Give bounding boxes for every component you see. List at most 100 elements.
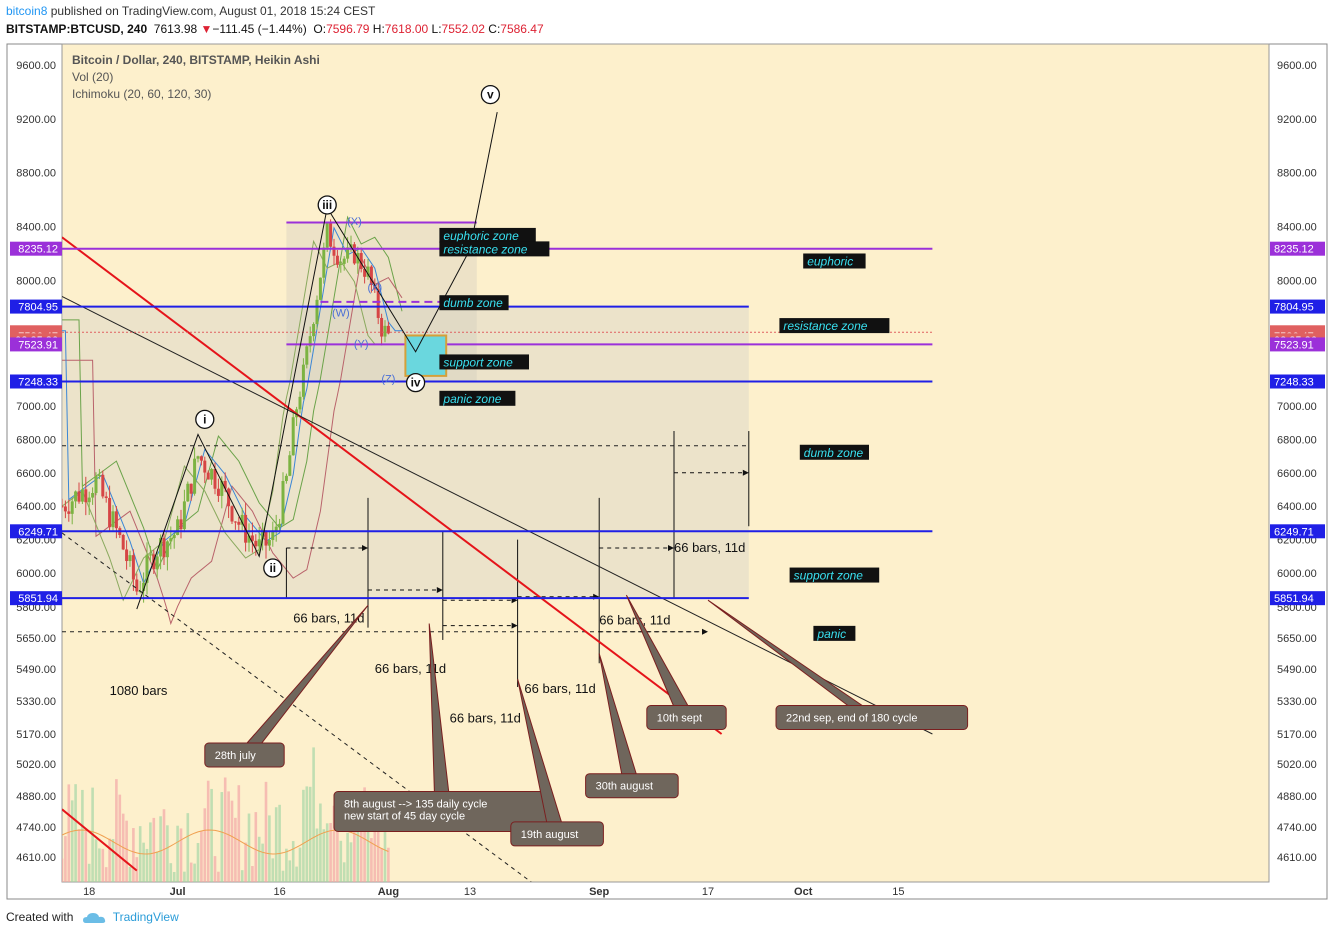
- volume-bar: [210, 788, 213, 882]
- cycle-annotation: 66 bars, 11d: [599, 613, 670, 628]
- zone-label-right: panic: [816, 627, 846, 641]
- volume-bar: [186, 813, 190, 882]
- y-tick-label-left: 8400.00: [16, 222, 56, 234]
- callout-text: 28th july: [215, 750, 256, 762]
- callout-text: 30th august: [596, 781, 654, 793]
- zone-label-left: euphoric zone: [443, 229, 519, 243]
- candle-body: [148, 554, 152, 556]
- volume-bar: [264, 781, 268, 882]
- volume-bar: [387, 847, 390, 882]
- volume-bar: [319, 803, 322, 882]
- y-tick-label-right: 8800.00: [1277, 168, 1317, 180]
- volume-bar: [108, 838, 111, 882]
- callout-text: 10th sept: [657, 713, 702, 725]
- candle-body: [230, 506, 234, 522]
- candle-body: [278, 523, 282, 527]
- symbol-label[interactable]: BITSTAMP:BTCUSD, 240: [6, 22, 148, 36]
- candle-body: [271, 532, 275, 541]
- y-tick-label-left: 8000.00: [16, 275, 56, 287]
- candle-body: [247, 535, 251, 543]
- candle-body: [125, 549, 129, 562]
- cycle-annotation: 1080 bars: [110, 683, 168, 698]
- tradingview-link[interactable]: TradingView: [112, 910, 179, 924]
- ohlc-bar: BITSTAMP:BTCUSD, 240 7613.98 ▼−111.45 (−…: [6, 22, 544, 36]
- ichimoku-span-a: [62, 215, 403, 572]
- ichimoku-span-b: [62, 255, 403, 626]
- candle-body: [369, 266, 373, 285]
- y-tick-label-right: 8400.00: [1277, 222, 1317, 234]
- y-tick-label-right: 5020.00: [1277, 759, 1317, 771]
- y-tick-label-left: 8800.00: [16, 168, 56, 180]
- volume-bar: [278, 804, 281, 882]
- zone-label-left: panic zone: [442, 392, 501, 406]
- y-tick-label-right: 5170.00: [1277, 729, 1317, 741]
- candle-body: [108, 497, 112, 528]
- y-tick-label-right: 7000.00: [1277, 401, 1317, 413]
- candle-body: [145, 554, 149, 583]
- indicator-volume[interactable]: Vol (20): [72, 70, 113, 84]
- candle-body: [312, 324, 316, 337]
- author-link[interactable]: bitcoin8: [6, 4, 48, 18]
- callout-text: 19th august: [521, 829, 579, 841]
- volume-bar: [125, 820, 128, 882]
- wave-label: iii: [322, 198, 332, 212]
- candle-body: [165, 541, 169, 558]
- x-tick-label: 17: [702, 886, 714, 898]
- y-tick-label-right: 4740.00: [1277, 822, 1317, 834]
- candle-body: [366, 266, 370, 277]
- price-tag-right-text: 7523.91: [1274, 339, 1314, 351]
- cycle-annotation: 66 bars, 11d: [375, 661, 446, 676]
- volume-bar: [203, 808, 207, 882]
- candle-body: [315, 299, 319, 325]
- volume-bar: [268, 815, 271, 882]
- callout-box[interactable]: [585, 773, 679, 799]
- indicator-ichimoku[interactable]: Ichimoku (20, 60, 120, 30): [72, 87, 211, 101]
- volume-bar: [176, 825, 179, 882]
- x-tick-label: Aug: [378, 886, 399, 898]
- callout-box[interactable]: [775, 705, 969, 730]
- footer: Created with TradingView: [6, 910, 179, 924]
- volume-bar: [329, 823, 332, 882]
- x-tick-label: Sep: [589, 886, 609, 898]
- zone-label-left-bg: [439, 390, 516, 406]
- cycle-annotation: 66 bars, 11d: [674, 540, 745, 555]
- candle-body: [114, 511, 118, 529]
- wave-label: iv: [411, 376, 421, 390]
- candle-body: [84, 489, 88, 503]
- candle-body: [131, 555, 135, 580]
- callout-box[interactable]: [204, 742, 285, 768]
- arrowhead: [362, 544, 368, 551]
- candle-body: [216, 488, 220, 496]
- callout-box[interactable]: [510, 821, 604, 847]
- candle-body: [206, 472, 210, 480]
- price-tag-left-text: 7523.91: [18, 339, 58, 351]
- price-tag-right-text: 7804.95: [1274, 302, 1314, 314]
- callout-box[interactable]: [646, 705, 727, 730]
- volume-bar: [132, 828, 135, 882]
- wave-circle: [317, 195, 337, 215]
- volume-bar: [74, 784, 77, 882]
- price-tag-right-text: 7248.33: [1274, 376, 1314, 388]
- plot-area[interactable]: [61, 43, 1270, 883]
- volume-bar: [230, 800, 234, 882]
- y-tick-label-left: 6600.00: [16, 468, 56, 480]
- volume-bar: [217, 871, 220, 882]
- y-tick-label-right: 9600.00: [1277, 60, 1317, 72]
- candle-body: [172, 534, 176, 539]
- x-tick-label: 16: [273, 886, 285, 898]
- wave-circle: [195, 409, 215, 430]
- volume-bar: [370, 838, 373, 882]
- volume-bar: [87, 863, 91, 882]
- volume-bar: [342, 862, 346, 882]
- volume-bar: [356, 828, 360, 882]
- y-tick-label-left: 5330.00: [16, 696, 56, 708]
- y-tick-label-left: 7000.00: [16, 401, 56, 413]
- candle-body: [264, 531, 268, 546]
- volume-bar: [359, 822, 363, 882]
- zone-label-left-bg: [439, 227, 536, 243]
- candle-body: [199, 456, 203, 461]
- candle-body: [70, 501, 74, 514]
- candle-body: [179, 519, 183, 530]
- candle-body: [373, 284, 377, 290]
